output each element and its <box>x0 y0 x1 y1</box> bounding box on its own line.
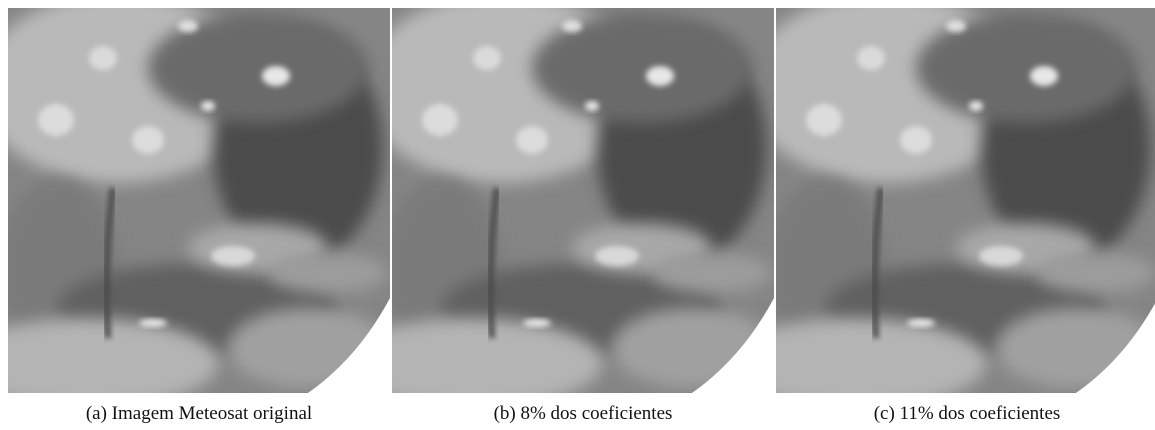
panel-a <box>0 0 390 408</box>
satellite-image <box>0 0 390 408</box>
figure: (a) Imagem Meteosat original (b) 8% dos … <box>0 0 1155 430</box>
panel-c <box>726 0 1155 408</box>
caption: (a) Imagem Meteosat original <box>86 403 312 424</box>
caption: (b) 8% dos coeficientes <box>494 403 673 424</box>
satellite-image <box>726 0 1155 408</box>
panel-b <box>342 0 774 408</box>
caption: (c) 11% dos coeficientes <box>874 403 1061 424</box>
satellite-image <box>342 0 774 408</box>
